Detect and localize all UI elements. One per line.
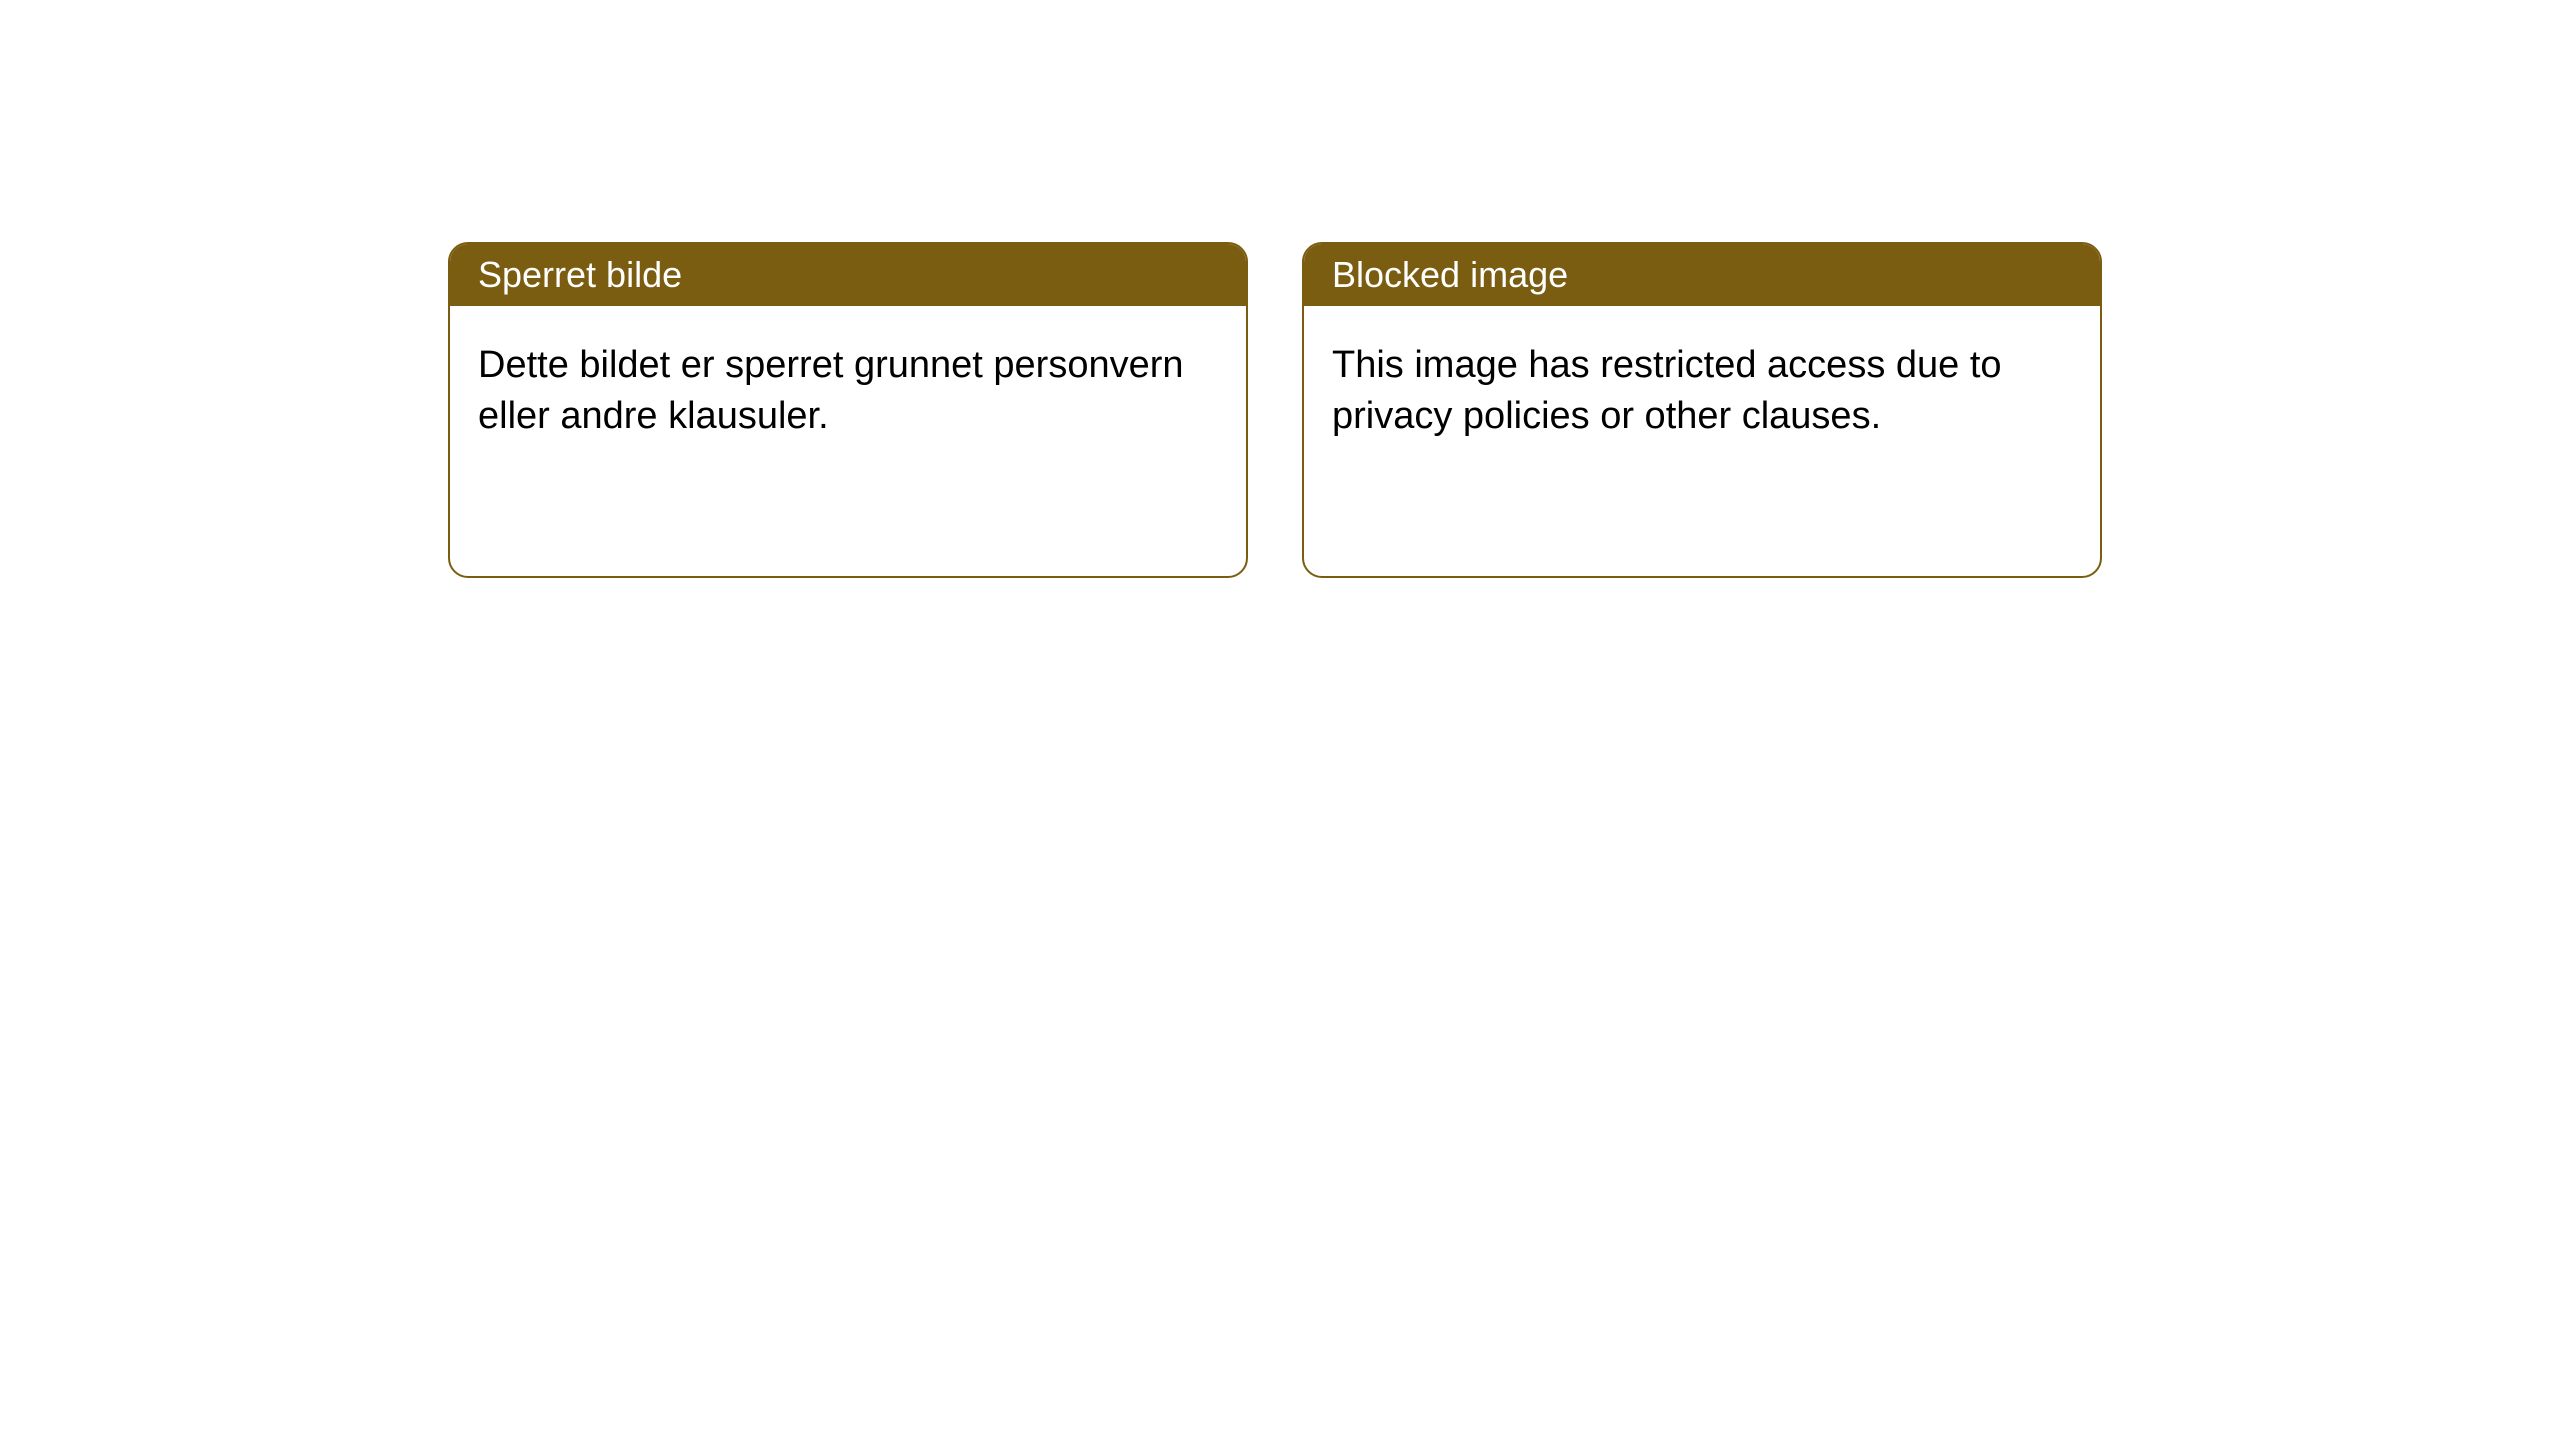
notice-container: Sperret bilde Dette bildet er sperret gr… (0, 0, 2560, 578)
card-body-text: Dette bildet er sperret grunnet personve… (450, 306, 1246, 477)
card-title: Blocked image (1304, 244, 2100, 306)
notice-card-english: Blocked image This image has restricted … (1302, 242, 2102, 578)
card-title: Sperret bilde (450, 244, 1246, 306)
notice-card-norwegian: Sperret bilde Dette bildet er sperret gr… (448, 242, 1248, 578)
card-body-text: This image has restricted access due to … (1304, 306, 2100, 477)
